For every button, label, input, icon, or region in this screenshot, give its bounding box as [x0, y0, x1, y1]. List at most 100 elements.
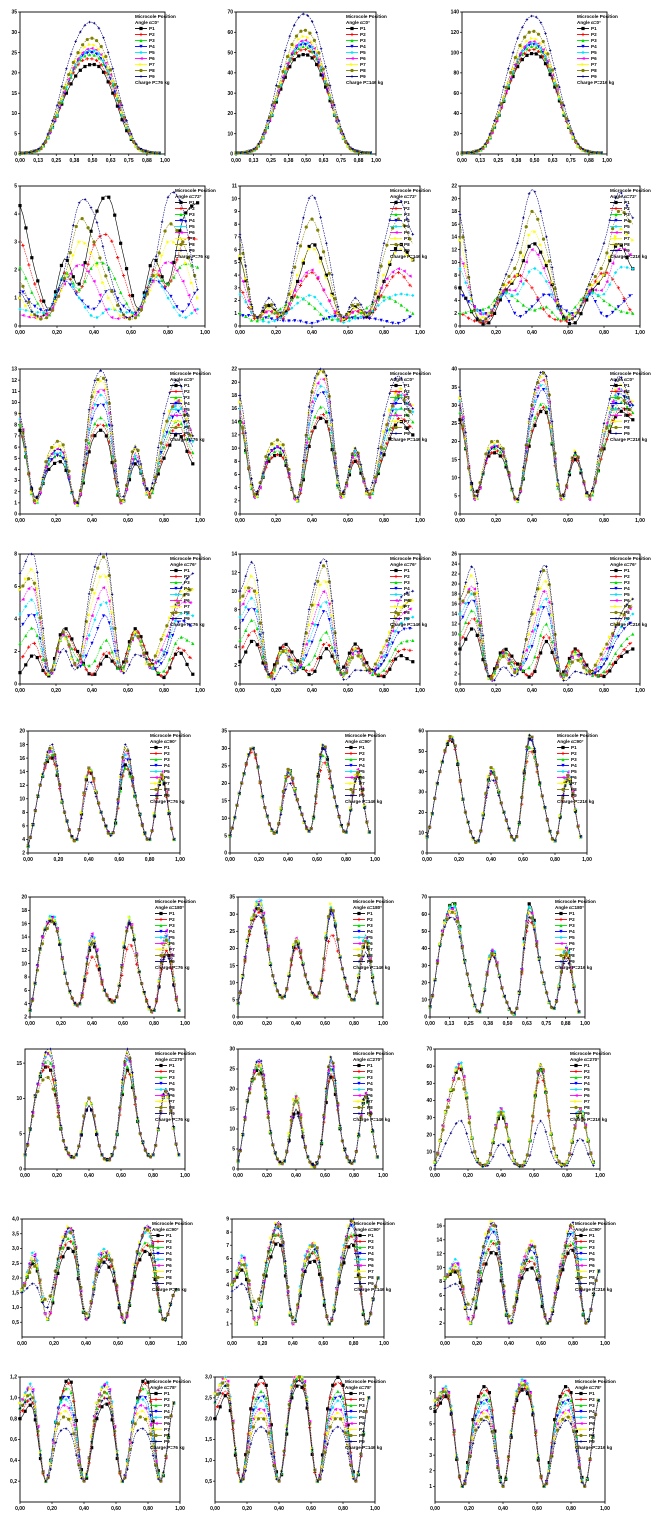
data-point	[385, 423, 388, 426]
data-point	[319, 385, 322, 388]
y-tick-label: 6	[234, 472, 237, 478]
data-point	[548, 636, 551, 639]
series-line	[20, 44, 159, 153]
data-point	[299, 284, 302, 287]
data-point	[124, 743, 127, 746]
data-point	[473, 319, 476, 322]
data-point	[594, 664, 597, 667]
data-point	[519, 280, 522, 283]
y-tick-label: 10	[231, 446, 237, 452]
legend-entry: P9	[184, 616, 190, 621]
data-point	[58, 101, 61, 104]
legend-entry: P2	[624, 389, 630, 394]
data-point	[305, 226, 308, 229]
data-point	[316, 624, 319, 627]
data-point	[380, 264, 383, 267]
y-tick-label: 9	[14, 411, 17, 417]
legend-marker	[154, 776, 157, 779]
data-point	[302, 12, 305, 15]
data-point	[87, 767, 90, 770]
legend-marker	[174, 575, 177, 578]
data-point	[53, 753, 56, 756]
legend-charge: Charge P=76 kg	[170, 437, 205, 442]
legend-entry: P4	[184, 586, 190, 591]
legend-entry: P9	[624, 248, 630, 253]
data-point	[331, 599, 334, 602]
legend-title: Microcole Position	[610, 371, 651, 376]
x-tick-label: 1,00	[371, 158, 381, 164]
data-point	[39, 616, 42, 619]
y-tick-label: 20	[231, 380, 237, 386]
legend-marker	[394, 243, 397, 246]
data-point	[290, 290, 293, 293]
legend-marker	[139, 69, 142, 72]
data-point	[89, 251, 92, 254]
data-point	[114, 83, 117, 86]
legend-entry: P9	[404, 616, 410, 621]
legend-title: Microcole Position	[346, 14, 387, 19]
data-point	[21, 244, 24, 247]
data-point	[411, 420, 414, 423]
legend-entry: P1	[184, 383, 190, 388]
data-point	[611, 227, 614, 230]
data-point	[611, 646, 614, 649]
data-point	[99, 429, 102, 432]
y-tick-label: 120	[451, 30, 460, 36]
legend-marker	[614, 420, 617, 423]
data-point	[30, 310, 33, 313]
y-tick-label: 14	[19, 769, 25, 775]
data-point	[539, 251, 542, 254]
y-tick-label: 1	[14, 501, 17, 507]
y-tick-label: 80	[453, 71, 459, 77]
legend-entry: P4	[624, 586, 630, 591]
legend-entry: P7	[624, 236, 630, 241]
data-point	[171, 405, 174, 408]
data-point	[267, 304, 270, 307]
x-tick-label: 0,80	[379, 518, 389, 524]
data-point	[388, 659, 391, 662]
x-tick-label: 0,60	[563, 518, 573, 524]
data-point	[96, 404, 99, 407]
data-point	[617, 286, 620, 289]
data-point	[191, 642, 194, 645]
data-point	[288, 34, 291, 37]
data-point	[545, 597, 548, 600]
data-point	[79, 69, 82, 72]
data-point	[467, 622, 470, 625]
data-point	[461, 262, 464, 265]
legend-entry: P5	[624, 407, 630, 412]
data-point	[18, 671, 21, 674]
data-point	[21, 623, 24, 626]
legend-title: Microcole Position	[135, 14, 176, 19]
data-point	[328, 580, 331, 583]
data-point	[597, 258, 600, 261]
x-tick-label: 0,40	[527, 688, 537, 694]
data-point	[611, 262, 614, 265]
data-point	[171, 429, 174, 432]
data-point	[548, 294, 551, 297]
legend-entry: P8	[360, 68, 366, 73]
data-point	[149, 289, 152, 292]
legend-marker	[394, 420, 397, 423]
data-point	[241, 595, 244, 598]
data-point	[36, 634, 39, 637]
y-tick-label: 2	[234, 298, 237, 304]
y-tick-label: 2	[14, 268, 17, 274]
data-point	[548, 281, 551, 284]
data-point	[539, 634, 542, 637]
data-point	[326, 83, 329, 86]
y-tick-label: 20	[451, 582, 457, 588]
data-point	[481, 307, 484, 310]
data-point	[47, 468, 50, 471]
legend-entry: P1	[404, 200, 410, 205]
data-point	[325, 242, 328, 245]
data-point	[530, 286, 533, 289]
series-line	[240, 195, 413, 318]
data-point	[299, 244, 302, 247]
data-point	[313, 248, 316, 251]
data-point	[290, 43, 293, 46]
x-tick-label: 0,50	[530, 158, 540, 164]
data-point	[608, 424, 611, 427]
